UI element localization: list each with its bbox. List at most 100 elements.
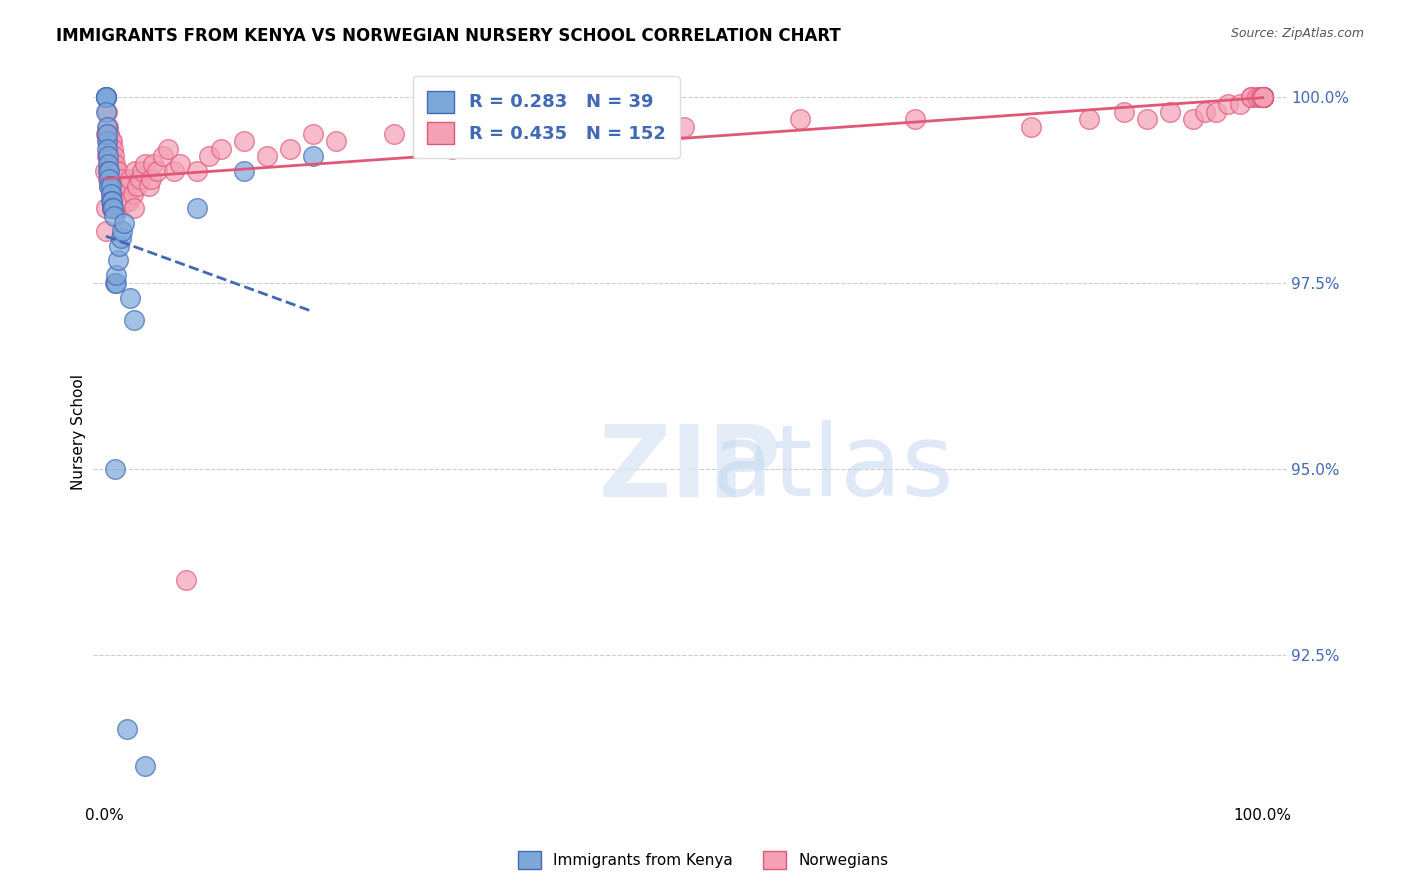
Point: [1251, 90, 1274, 104]
Point: [128, 834, 150, 848]
Point: [1251, 90, 1274, 104]
Point: [1240, 90, 1263, 104]
Point: [107, 186, 129, 201]
Point: [96, 127, 118, 141]
Point: [169, 157, 191, 171]
Point: [1251, 90, 1274, 104]
Point: [1251, 90, 1274, 104]
Point: [117, 179, 139, 194]
Point: [107, 179, 129, 194]
Point: [118, 194, 141, 208]
Point: [107, 164, 129, 178]
Point: [1251, 90, 1274, 104]
Point: [104, 276, 127, 290]
Point: [110, 179, 132, 194]
Point: [1251, 90, 1274, 104]
Text: Source: ZipAtlas.com: Source: ZipAtlas.com: [1230, 27, 1364, 40]
Point: [1251, 90, 1274, 104]
Legend: Immigrants from Kenya, Norwegians: Immigrants from Kenya, Norwegians: [512, 845, 894, 875]
Point: [98, 127, 121, 141]
Point: [1251, 90, 1274, 104]
Point: [1251, 90, 1274, 104]
Point: [94, 202, 117, 216]
Point: [325, 135, 347, 149]
Point: [131, 164, 153, 178]
Point: [232, 135, 254, 149]
Point: [1182, 112, 1205, 127]
Point: [1251, 90, 1274, 104]
Point: [1019, 120, 1042, 134]
Point: [1251, 90, 1274, 104]
Point: [107, 202, 129, 216]
Point: [1251, 90, 1274, 104]
Point: [672, 120, 695, 134]
Point: [382, 127, 405, 141]
Point: [94, 127, 117, 141]
Point: [1251, 90, 1274, 104]
Point: [94, 90, 117, 104]
Point: [186, 202, 208, 216]
Point: [98, 179, 121, 194]
Point: [94, 90, 117, 104]
Point: [111, 224, 134, 238]
Point: [96, 142, 118, 156]
Point: [97, 149, 120, 163]
Point: [120, 171, 142, 186]
Point: [146, 164, 169, 178]
Point: [98, 164, 121, 178]
Point: [94, 90, 117, 104]
Point: [198, 149, 221, 163]
Point: [98, 179, 121, 194]
Point: [100, 179, 122, 194]
Point: [134, 157, 156, 171]
Point: [557, 127, 579, 141]
Point: [105, 276, 128, 290]
Point: [107, 253, 129, 268]
Point: [100, 194, 122, 208]
Point: [1251, 90, 1274, 104]
Point: [1251, 90, 1274, 104]
Point: [100, 202, 122, 216]
Point: [1194, 104, 1216, 119]
Point: [1251, 90, 1274, 104]
Point: [114, 179, 136, 194]
Point: [157, 142, 180, 156]
Point: [94, 104, 117, 119]
Point: [1251, 90, 1274, 104]
Point: [232, 164, 254, 178]
Point: [104, 179, 127, 194]
Point: [100, 202, 122, 216]
Point: [1251, 90, 1274, 104]
Point: [128, 171, 150, 186]
Point: [112, 186, 135, 201]
Point: [1251, 90, 1274, 104]
Point: [96, 127, 118, 141]
Point: [1251, 90, 1274, 104]
Point: [97, 149, 120, 163]
Legend: R = 0.283   N = 39, R = 0.435   N = 152: R = 0.283 N = 39, R = 0.435 N = 152: [413, 76, 681, 158]
Point: [1251, 90, 1274, 104]
Point: [1251, 90, 1274, 104]
Point: [100, 149, 122, 163]
Point: [97, 120, 120, 134]
Point: [98, 142, 121, 156]
Point: [1251, 90, 1274, 104]
Point: [1251, 90, 1274, 104]
Point: [100, 135, 122, 149]
Point: [1240, 90, 1263, 104]
Point: [124, 164, 146, 178]
Point: [96, 149, 118, 163]
Point: [103, 171, 125, 186]
Point: [97, 157, 120, 171]
Point: [114, 216, 136, 230]
Point: [97, 171, 120, 186]
Point: [105, 186, 128, 201]
Point: [94, 90, 117, 104]
Point: [1159, 104, 1181, 119]
Point: [101, 164, 124, 178]
Point: [100, 135, 122, 149]
Point: [138, 179, 160, 194]
Point: [97, 135, 120, 149]
Point: [1251, 90, 1274, 104]
Point: [101, 142, 124, 156]
